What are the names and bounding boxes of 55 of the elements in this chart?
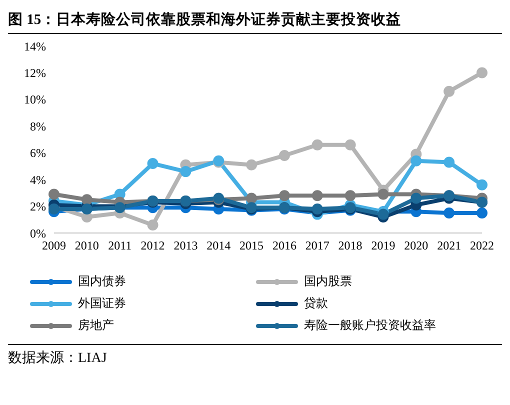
- legend-label: 寿险一般账户投资收益率: [304, 317, 436, 334]
- source-note: 数据来源：LIAJ: [8, 350, 108, 367]
- x-tick-label: 2012: [140, 238, 165, 253]
- x-tick-label: 2009: [42, 238, 66, 253]
- legend-label: 外国证券: [78, 295, 126, 312]
- point: [180, 166, 192, 178]
- point: [344, 190, 356, 202]
- point: [48, 203, 60, 214]
- x-tick-label: 2017: [305, 238, 330, 253]
- chart-title: 图 15：日本寿险公司依靠股票和海外证券贡献主要投资收益: [8, 8, 502, 34]
- x-tick-label: 2013: [174, 238, 198, 253]
- point: [378, 188, 389, 200]
- point: [410, 192, 422, 204]
- point: [246, 159, 258, 170]
- legend-label: 国内债券: [78, 273, 126, 290]
- point: [48, 188, 60, 200]
- x-tick-label: 2011: [108, 238, 132, 253]
- y-tick-label: 10%: [24, 92, 46, 107]
- x-tick-label: 2018: [338, 238, 362, 253]
- point: [476, 67, 488, 78]
- point: [147, 158, 158, 170]
- point: [444, 156, 455, 168]
- legend-label: 房地产: [78, 317, 114, 334]
- x-tick-label: 2021: [437, 238, 462, 253]
- point: [344, 139, 356, 150]
- x-tick-label: 2019: [371, 238, 396, 253]
- x-tick-label: 2014: [206, 238, 231, 253]
- point: [312, 139, 323, 150]
- y-tick-label: 6%: [30, 146, 46, 160]
- point: [312, 190, 323, 202]
- point: [278, 150, 290, 162]
- y-tick-label: 12%: [24, 66, 46, 80]
- y-tick-label: 8%: [30, 119, 46, 134]
- point: [312, 203, 323, 214]
- y-tick-label: 14%: [24, 39, 46, 54]
- legend-label: 国内股票: [304, 273, 352, 290]
- x-tick-label: 2016: [272, 238, 296, 253]
- point: [147, 219, 158, 230]
- point: [476, 207, 488, 218]
- point: [444, 207, 455, 218]
- point: [476, 179, 488, 190]
- point: [378, 208, 389, 220]
- point: [81, 194, 92, 206]
- y-tick-label: 0%: [30, 226, 46, 240]
- point: [410, 155, 422, 166]
- point: [278, 190, 290, 202]
- y-tick-label: 2%: [30, 200, 46, 214]
- y-tick-label: 4%: [30, 172, 46, 187]
- x-tick-label: 2010: [74, 238, 99, 253]
- x-tick-label: 2022: [470, 238, 494, 253]
- x-tick-label: 2020: [404, 238, 428, 253]
- point: [246, 192, 258, 204]
- legend-label: 贷款: [304, 295, 328, 312]
- point: [444, 86, 455, 97]
- x-tick-label: 2015: [240, 238, 264, 253]
